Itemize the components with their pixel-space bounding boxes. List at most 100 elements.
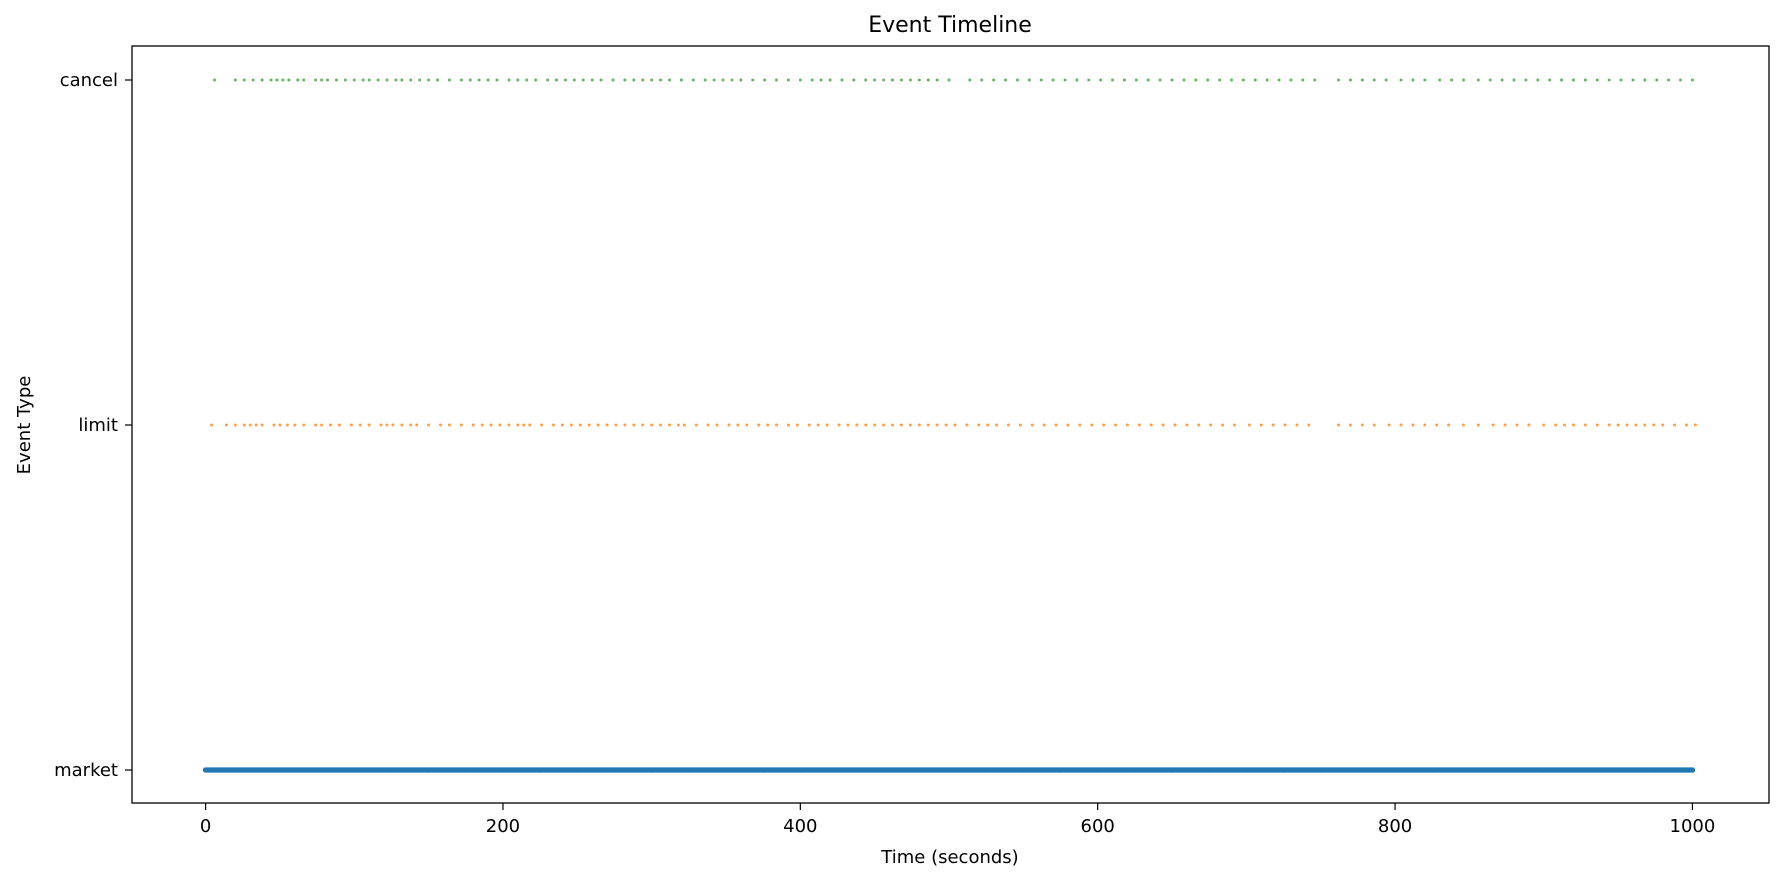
cancel-event-point	[361, 78, 365, 82]
limit-event-point	[1137, 423, 1141, 427]
limit-event-point	[667, 423, 671, 427]
limit-event-point	[560, 423, 564, 427]
cancel-event-point	[763, 78, 767, 82]
limit-event-point	[986, 423, 990, 427]
cancel-event-point	[1512, 78, 1516, 82]
limit-event-point	[379, 423, 383, 427]
market-event-point	[1206, 767, 1212, 773]
limit-event-point	[439, 423, 443, 427]
limit-event-point	[1542, 423, 1546, 427]
limit-event-point	[293, 423, 297, 427]
cancel-event-point	[436, 78, 440, 82]
cancel-event-point	[525, 78, 529, 82]
cancel-event-point	[418, 78, 422, 82]
market-event-point	[1541, 767, 1547, 773]
cancel-event-point	[1301, 78, 1305, 82]
market-event-point	[983, 767, 989, 773]
limit-event-point	[623, 423, 627, 427]
market-event-point	[1169, 767, 1175, 773]
cancel-event-point	[1560, 78, 1564, 82]
cancel-event-point	[828, 78, 832, 82]
limit-event-point	[1209, 423, 1213, 427]
cancel-event-point	[1182, 78, 1186, 82]
cancel-event-point	[213, 78, 217, 82]
cancel-event-point	[516, 78, 520, 82]
limit-event-point	[459, 423, 463, 427]
cancel-event-point	[882, 78, 886, 82]
limit-event-point	[522, 423, 526, 427]
market-event-point	[946, 767, 952, 773]
cancel-event-point	[468, 78, 472, 82]
cancel-event-point	[721, 78, 725, 82]
limit-event-point	[210, 423, 214, 427]
market-event-point	[797, 767, 803, 773]
limit-event-point	[1634, 423, 1638, 427]
y-axis: market limit cancel	[54, 70, 132, 781]
limit-event-point	[480, 423, 484, 427]
cancel-event-point	[1170, 78, 1174, 82]
limit-event-point	[415, 423, 419, 427]
x-tick-label: 0	[200, 816, 211, 837]
series-market	[202, 767, 1696, 773]
x-tick-label: 400	[783, 816, 817, 837]
limit-event-point	[1054, 423, 1058, 427]
cancel-event-point	[632, 78, 636, 82]
cancel-event-point	[1241, 78, 1245, 82]
market-event-point	[1578, 767, 1584, 773]
cancel-event-point	[275, 78, 279, 82]
limit-event-point	[1221, 423, 1225, 427]
cancel-event-point	[659, 78, 663, 82]
limit-event-point	[1563, 423, 1567, 427]
limit-event-point	[706, 423, 710, 427]
market-event-point	[1020, 767, 1026, 773]
market-event-point	[351, 767, 357, 773]
cancel-event-point	[459, 78, 463, 82]
limit-event-point	[409, 423, 413, 427]
limit-event-point	[825, 423, 829, 427]
limit-event-point	[1661, 423, 1665, 427]
cancel-event-point	[873, 78, 877, 82]
chart-title: Event Timeline	[868, 13, 1032, 38]
cancel-event-point	[926, 78, 930, 82]
limit-event-point	[745, 423, 749, 427]
limit-event-point	[926, 423, 930, 427]
cancel-event-point	[1146, 78, 1150, 82]
cancel-event-point	[599, 78, 603, 82]
cancel-event-point	[477, 78, 481, 82]
cancel-event-point	[546, 78, 550, 82]
market-event-point	[909, 767, 915, 773]
limit-event-point	[1125, 423, 1129, 427]
market-event-point	[834, 767, 841, 773]
limit-event-point	[795, 423, 799, 427]
cancel-event-point	[326, 78, 330, 82]
cancel-event-point	[334, 78, 338, 82]
cancel-event-point	[1122, 78, 1126, 82]
market-event-point	[1503, 767, 1510, 773]
cancel-event-point	[1461, 78, 1465, 82]
limit-event-point	[1161, 423, 1165, 427]
market-event-point	[500, 767, 506, 773]
cancel-event-point	[1039, 78, 1043, 82]
limit-event-point	[447, 423, 451, 427]
limit-event-point	[605, 423, 609, 427]
limit-event-point	[1307, 423, 1311, 427]
cancel-event-point	[1423, 78, 1427, 82]
limit-event-point	[908, 423, 912, 427]
cancel-event-point	[1253, 78, 1257, 82]
cancel-event-point	[819, 78, 823, 82]
limit-event-point	[427, 423, 431, 427]
limit-event-point	[1185, 423, 1189, 427]
limit-event-point	[1595, 423, 1599, 427]
cancel-event-point	[775, 78, 779, 82]
limit-event-point	[1673, 423, 1677, 427]
limit-event-point	[807, 423, 811, 427]
cancel-event-point	[935, 78, 939, 82]
limit-event-point	[1337, 423, 1341, 427]
cancel-event-point	[1524, 78, 1528, 82]
limit-event-point	[1283, 423, 1287, 427]
limit-event-point	[1042, 423, 1046, 427]
market-event-point	[202, 767, 209, 773]
cancel-event-point	[1450, 78, 1454, 82]
cancel-event-point	[1027, 78, 1031, 82]
limit-event-point	[1066, 423, 1070, 427]
